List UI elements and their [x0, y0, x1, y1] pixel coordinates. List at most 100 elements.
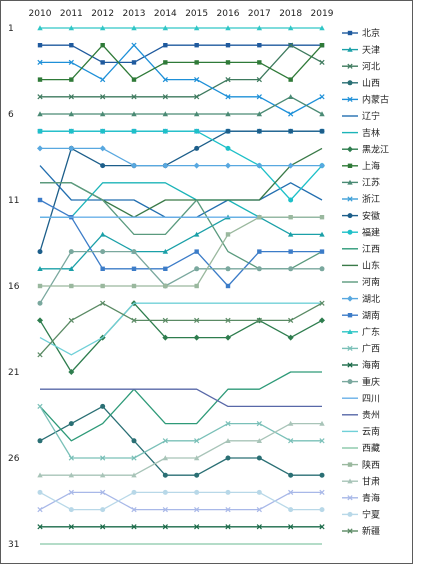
series-0 — [37, 43, 325, 65]
data-point — [68, 111, 75, 117]
series-29 — [37, 489, 325, 513]
series-line — [39, 491, 322, 511]
legend-item: 青海 — [342, 492, 380, 504]
series-line — [39, 302, 323, 356]
data-point — [163, 266, 168, 271]
data-point — [256, 455, 262, 461]
data-point — [256, 317, 262, 324]
data-point — [347, 495, 353, 501]
legend-item: 广东 — [342, 326, 380, 338]
legend-label: 山东 — [362, 260, 380, 272]
legend-item: 安徽 — [342, 210, 380, 222]
data-point — [131, 162, 137, 169]
series-line — [39, 199, 322, 287]
legend-label: 江苏 — [362, 177, 380, 189]
legend-label: 辽宁 — [362, 110, 380, 122]
series-line — [40, 44, 323, 98]
legend-item: 湖北 — [342, 294, 380, 305]
data-point — [256, 25, 263, 31]
data-point — [256, 76, 262, 83]
data-point — [193, 25, 200, 31]
data-point — [347, 379, 353, 385]
y-tick-label: 26 — [8, 454, 20, 464]
data-point — [288, 215, 293, 220]
legend-label: 山西 — [362, 78, 380, 89]
legend-item: 甘肃 — [342, 475, 380, 487]
legend-item: 海南 — [342, 359, 380, 371]
data-point — [68, 524, 74, 530]
data-point — [37, 352, 43, 358]
legend-item: 内蒙古 — [342, 94, 389, 106]
data-point — [225, 524, 231, 530]
legend-label: 黑龙江 — [362, 143, 389, 155]
data-point — [319, 43, 325, 48]
series-2 — [37, 42, 325, 100]
data-point — [288, 197, 294, 203]
series-21 — [37, 249, 325, 306]
data-point — [347, 179, 353, 185]
data-point — [319, 317, 325, 324]
data-point — [69, 77, 74, 82]
data-point — [163, 60, 168, 65]
data-point — [131, 506, 137, 513]
data-point — [68, 369, 75, 375]
data-point — [131, 455, 137, 461]
data-point — [162, 317, 168, 324]
legend-label: 云南 — [362, 426, 380, 438]
data-point — [225, 162, 231, 169]
series-line — [40, 216, 322, 270]
legend-label: 上海 — [362, 160, 380, 172]
data-point — [225, 317, 231, 324]
data-point — [100, 76, 106, 83]
series-30 — [37, 300, 325, 358]
data-point — [162, 94, 168, 100]
data-point — [256, 162, 263, 169]
series-line — [39, 491, 322, 511]
series-lines — [37, 25, 325, 545]
data-point — [131, 524, 137, 530]
legend-item: 陕西 — [342, 459, 380, 471]
data-point — [347, 329, 353, 334]
data-point — [68, 94, 74, 100]
series-line — [39, 130, 322, 252]
data-point — [287, 231, 294, 237]
legend-label: 西藏 — [362, 442, 380, 454]
data-point — [288, 266, 294, 272]
data-point — [37, 266, 43, 271]
data-point — [287, 334, 294, 341]
series-7 — [37, 300, 325, 375]
data-point — [100, 163, 106, 169]
data-point — [100, 43, 105, 48]
data-point — [68, 489, 74, 496]
data-point — [37, 59, 43, 66]
legend-label: 海南 — [362, 359, 380, 371]
x-tick-label: 2017 — [248, 9, 271, 19]
data-point — [319, 524, 325, 530]
data-point — [131, 60, 137, 65]
legend-label: 陕西 — [362, 459, 380, 471]
data-point — [256, 111, 263, 117]
series-23 — [40, 388, 322, 408]
legend-item: 四川 — [342, 394, 380, 404]
data-point — [194, 76, 200, 83]
data-point — [194, 438, 200, 444]
data-point — [319, 489, 325, 496]
data-point — [100, 524, 106, 530]
data-point — [100, 403, 106, 409]
series-line — [40, 96, 323, 115]
chart-frame — [0, 0, 413, 564]
x-axis-ticks: 2010 2011 2012 2013 2014 2015 2016 2017 2018 2019 — [29, 9, 334, 19]
data-point — [193, 455, 200, 461]
legend-item: 上海 — [342, 160, 380, 172]
series-line — [40, 44, 322, 64]
data-point — [256, 94, 262, 100]
data-point — [225, 76, 231, 83]
series-19 — [37, 403, 325, 461]
data-point — [225, 283, 231, 289]
data-point — [193, 231, 200, 237]
data-point — [347, 196, 353, 202]
data-point — [194, 283, 199, 289]
data-point — [99, 145, 106, 152]
data-point — [100, 128, 106, 134]
